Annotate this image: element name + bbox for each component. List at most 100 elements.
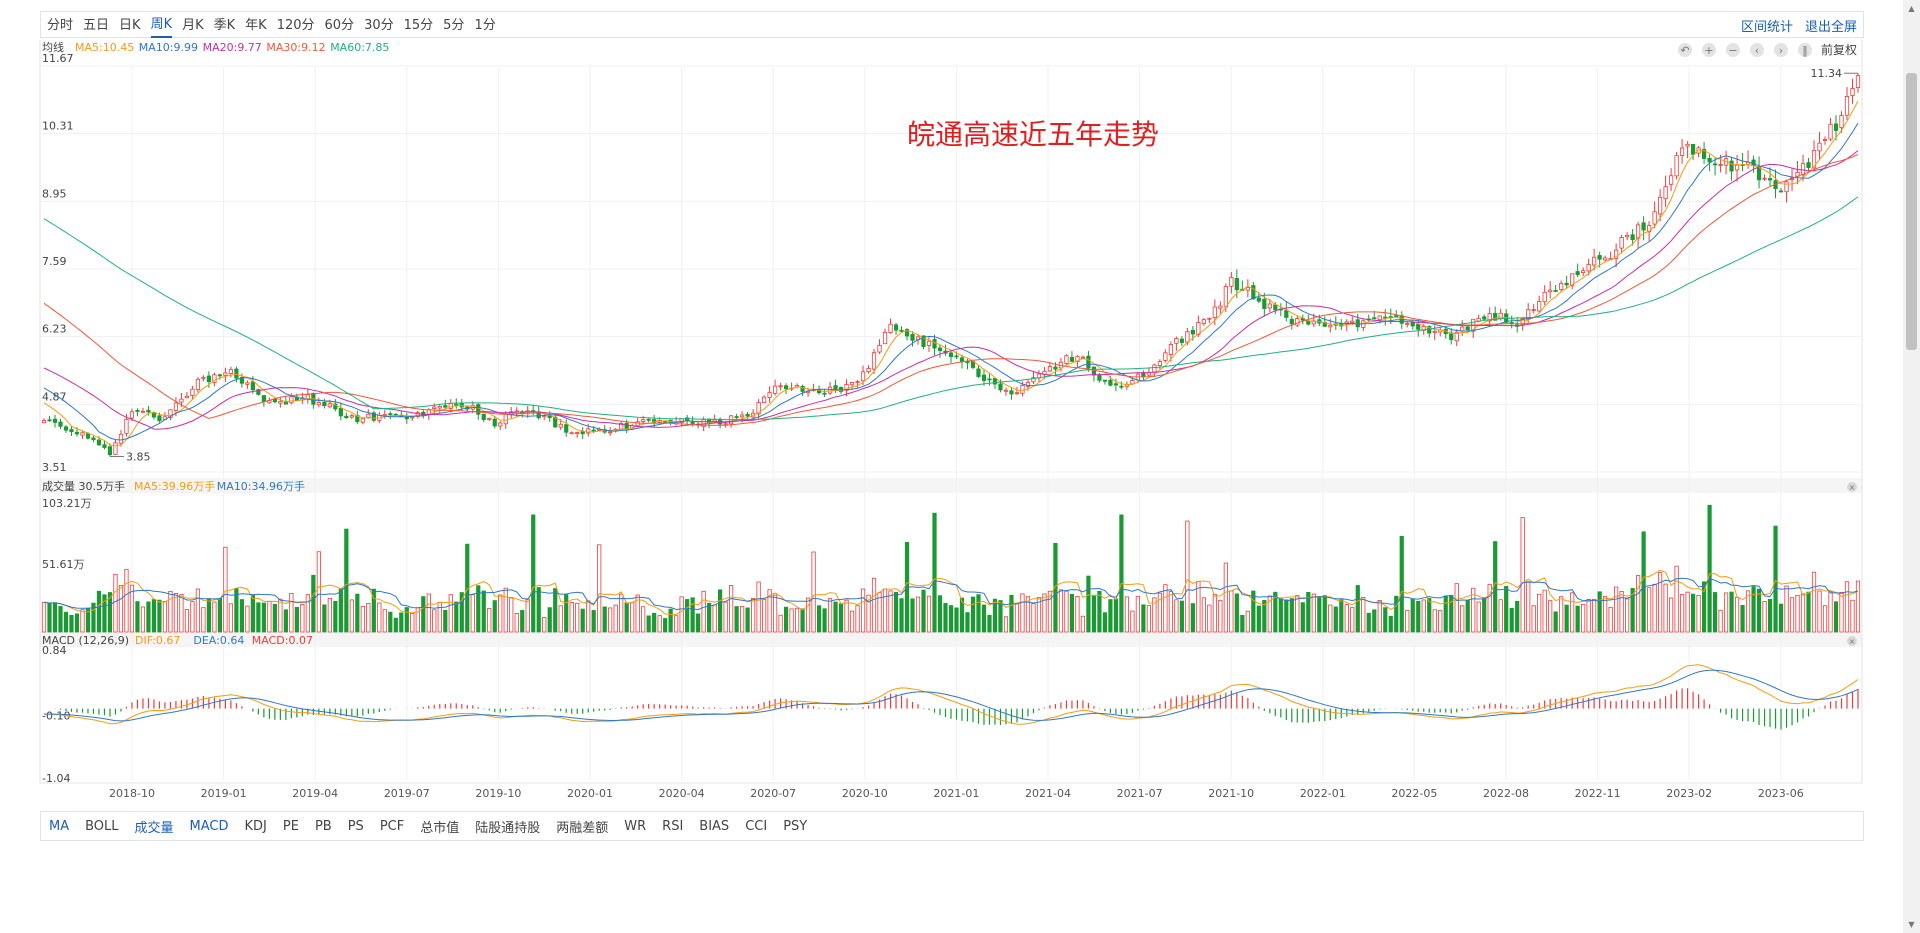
candle-body bbox=[1630, 234, 1635, 241]
period-tab-9[interactable]: 30分 bbox=[364, 18, 394, 33]
candle-body bbox=[1729, 160, 1734, 172]
candle-body bbox=[1075, 356, 1080, 362]
candle-body bbox=[179, 398, 184, 403]
volume-bar bbox=[168, 590, 173, 633]
scroll-up-arrow-icon[interactable]: ▲ bbox=[1908, 4, 1915, 13]
scroll-left-icon[interactable] bbox=[1750, 43, 1764, 57]
volume-bar bbox=[1465, 599, 1470, 633]
zoom-out-icon[interactable] bbox=[1726, 43, 1740, 57]
indicator-tab-12[interactable]: WR bbox=[624, 818, 647, 834]
candle-body bbox=[926, 340, 932, 346]
period-tab-6[interactable]: 年K bbox=[245, 18, 267, 33]
candle-body bbox=[998, 383, 1003, 391]
indicator-tab-10[interactable]: 陆股通持股 bbox=[475, 820, 541, 836]
period-tab-12[interactable]: 1分 bbox=[474, 18, 496, 33]
volume-bar bbox=[1124, 596, 1130, 633]
indicator-tab-14[interactable]: BIAS bbox=[699, 818, 730, 834]
volume-bar bbox=[1410, 599, 1415, 633]
indicator-tab-13[interactable]: RSI bbox=[662, 818, 684, 834]
volume-bar bbox=[1817, 590, 1822, 633]
zoom-in-icon[interactable] bbox=[1702, 43, 1716, 57]
exit-fullscreen-link[interactable]: 退出全屏 bbox=[1804, 20, 1857, 35]
indicator-tab-16[interactable]: PSY bbox=[783, 818, 808, 834]
period-tab-0[interactable]: 分时 bbox=[47, 18, 74, 33]
candle-body bbox=[866, 368, 871, 372]
volume-bar bbox=[371, 588, 376, 633]
period-tab-10[interactable]: 15分 bbox=[403, 18, 434, 33]
indicator-tab-9[interactable]: 总市值 bbox=[420, 820, 460, 836]
volume-bar bbox=[1311, 593, 1316, 633]
candle-body bbox=[1520, 318, 1525, 326]
volume-bar bbox=[1493, 541, 1498, 633]
period-tab-5[interactable]: 季K bbox=[213, 18, 236, 33]
indicator-tab-6[interactable]: PB bbox=[314, 818, 332, 834]
candle-body bbox=[1822, 139, 1828, 141]
candle-body bbox=[954, 355, 959, 358]
period-tab-2[interactable]: 日K bbox=[119, 18, 141, 33]
volume-close-icon[interactable] bbox=[1847, 482, 1857, 492]
indicator-tab-2[interactable]: 成交量 bbox=[134, 820, 174, 836]
volume-bar bbox=[844, 599, 849, 633]
pause-icon[interactable] bbox=[1798, 43, 1812, 57]
volume-bar bbox=[503, 587, 508, 633]
period-tab-1[interactable]: 五日 bbox=[83, 18, 110, 33]
volume-bar bbox=[1201, 597, 1206, 633]
macd-y-tick-1: -0.10 bbox=[42, 710, 70, 723]
candle-body bbox=[1102, 379, 1108, 382]
period-tab-7[interactable]: 120分 bbox=[276, 18, 315, 33]
period-tab-4[interactable]: 月K bbox=[182, 18, 204, 33]
volume-bar bbox=[1531, 605, 1536, 633]
candle-body bbox=[1762, 177, 1767, 180]
x-tick-label-11: 2021-07 bbox=[1117, 787, 1163, 800]
undo-icon[interactable] bbox=[1678, 43, 1692, 57]
scroll-right-icon[interactable] bbox=[1774, 43, 1788, 57]
price-y-tick-6: 3.51 bbox=[42, 461, 67, 474]
indicator-tab-1[interactable]: BOLL bbox=[85, 818, 119, 834]
indicator-tab-7[interactable]: PS bbox=[347, 818, 364, 834]
period-tab-8[interactable]: 60分 bbox=[324, 18, 355, 33]
volume-bar bbox=[745, 607, 750, 633]
volume-bar bbox=[1795, 594, 1800, 633]
x-tick-label-9: 2021-01 bbox=[933, 787, 979, 800]
volume-bar bbox=[1498, 599, 1503, 633]
volume-bar bbox=[1295, 595, 1300, 633]
volume-bar bbox=[349, 599, 354, 633]
indicator-tab-11[interactable]: 两融差额 bbox=[556, 820, 609, 836]
indicator-tab-4[interactable]: KDJ bbox=[244, 818, 267, 834]
volume-bar bbox=[388, 611, 393, 633]
stock-chart[interactable]: 2018-10 2019-01 2019-04 2019-07 2019-10 2020-… bbox=[0, 0, 1900, 810]
macd-close-icon[interactable] bbox=[1847, 636, 1857, 646]
volume-bar bbox=[1256, 605, 1261, 633]
volume-bar bbox=[261, 602, 266, 633]
volume-bar bbox=[118, 585, 124, 633]
candle-body bbox=[1707, 158, 1712, 163]
candle-body bbox=[987, 378, 992, 381]
candle-body bbox=[1575, 271, 1580, 276]
ma-legend-item-0: MA5:10.45 bbox=[75, 41, 134, 54]
candle-body bbox=[118, 433, 124, 444]
volume-bar bbox=[316, 551, 321, 633]
indicator-tab-5[interactable]: PE bbox=[282, 818, 299, 834]
candle-body bbox=[910, 334, 915, 341]
interval-stats-link[interactable]: 区间统计 bbox=[1740, 20, 1793, 35]
indicator-tab-0[interactable]: MA bbox=[49, 818, 70, 834]
volume-bar bbox=[1734, 596, 1740, 633]
scroll-down-arrow-icon[interactable]: ▼ bbox=[1908, 920, 1915, 929]
volume-bar bbox=[333, 600, 338, 633]
indicator-tab-15[interactable]: CCI bbox=[745, 818, 768, 834]
candle-body bbox=[1778, 190, 1784, 193]
candle-body bbox=[904, 329, 910, 337]
indicator-tab-3[interactable]: MACD bbox=[189, 818, 229, 834]
candle-body bbox=[1855, 75, 1861, 88]
candle-body bbox=[921, 335, 926, 348]
period-tab-3[interactable]: 周K bbox=[150, 13, 173, 38]
volume-bar bbox=[1548, 600, 1553, 633]
indicator-tab-8[interactable]: PCF bbox=[379, 818, 405, 834]
volume-bar bbox=[597, 544, 602, 633]
candle-body bbox=[1080, 356, 1086, 359]
scroll-thumb[interactable] bbox=[1906, 73, 1917, 350]
volume-bar bbox=[943, 603, 948, 633]
period-tab-11[interactable]: 5分 bbox=[443, 18, 465, 33]
volume-bar bbox=[646, 615, 651, 633]
ma10-line bbox=[43, 122, 1859, 441]
